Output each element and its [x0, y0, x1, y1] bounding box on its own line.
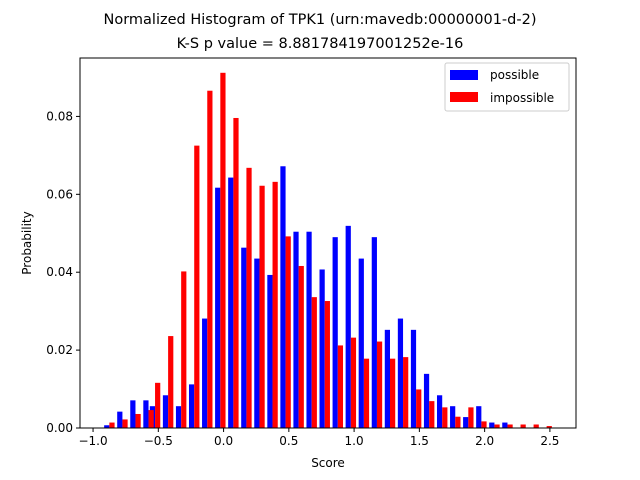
bar-possible-1: [117, 411, 123, 428]
bar-impossible-32: [520, 424, 526, 428]
bar-impossible-11: [246, 167, 252, 428]
bar-possible-13: [267, 274, 273, 428]
bar-impossible-10: [233, 117, 239, 428]
legend: possible impossible: [444, 62, 570, 112]
bar-possible-9: [215, 187, 221, 428]
bar-impossible-6: [181, 271, 187, 428]
bar-impossible-33: [533, 424, 539, 428]
bar-possible-5: [162, 395, 169, 428]
bar-possible-14: [280, 166, 286, 428]
bar-possible-12: [254, 258, 260, 428]
y-axis-ticks: 0.00 0.02 0.04 0.06 0.08: [46, 109, 80, 435]
bar-impossible-3: [148, 410, 154, 428]
legend-swatch-possible: [450, 70, 478, 80]
bar-impossible-24: [416, 389, 422, 428]
bar-impossible-4: [155, 382, 161, 428]
bar-possible-8: [202, 318, 208, 428]
y-tick-label: 0.00: [46, 421, 73, 435]
x-tick-label: −0.5: [144, 434, 173, 448]
bar-impossible-19: [350, 337, 357, 428]
legend-label-possible: possible: [490, 68, 539, 82]
bar-impossible-25: [429, 401, 435, 428]
bar-impossible-30: [494, 424, 500, 428]
y-tick-label: 0.06: [46, 187, 73, 201]
bars-group: [104, 72, 552, 429]
bar-possible-18: [332, 237, 338, 428]
bar-impossible-26: [442, 407, 448, 428]
x-tick-label: −1.0: [78, 434, 107, 448]
bar-impossible-31: [507, 424, 513, 428]
x-axis-ticks: −1.0 −0.5 0.0 0.5 1.0 1.5 2.0 2.5: [78, 428, 559, 448]
x-axis-label: Score: [311, 456, 345, 470]
bar-possible-25: [423, 373, 430, 428]
bar-impossible-17: [324, 301, 330, 428]
bar-possible-10: [228, 177, 234, 428]
bar-impossible-34: [546, 426, 552, 428]
bar-possible-24: [410, 329, 417, 428]
bar-impossible-28: [468, 407, 474, 428]
y-axis-label: Probability: [20, 211, 34, 274]
bar-possible-15: [293, 231, 299, 428]
bar-possible-11: [241, 247, 247, 428]
chart-subtitle: K-S p value = 8.881784197001252e-16: [177, 36, 464, 52]
bar-possible-26: [436, 395, 443, 428]
legend-swatch-impossible: [450, 92, 478, 102]
plot-frame: [79, 57, 577, 429]
bar-possible-2: [130, 400, 136, 428]
bar-impossible-5: [168, 336, 174, 428]
bar-impossible-21: [376, 341, 383, 428]
x-tick-label: 0.5: [279, 434, 298, 448]
bar-possible-29: [476, 406, 482, 428]
bar-impossible-13: [272, 181, 278, 428]
bar-possible-22: [384, 329, 390, 428]
bar-impossible-16: [311, 297, 317, 428]
bar-possible-20: [358, 258, 364, 428]
y-tick-label: 0.04: [46, 265, 73, 279]
bar-impossible-20: [363, 358, 370, 428]
bar-possible-28: [463, 417, 469, 428]
x-tick-label: 2.0: [475, 434, 494, 448]
x-tick-label: 0.0: [214, 434, 233, 448]
bar-possible-19: [345, 225, 351, 428]
bar-impossible-27: [455, 416, 461, 428]
legend-label-impossible: impossible: [490, 91, 554, 105]
bar-impossible-23: [403, 357, 409, 428]
bar-possible-27: [450, 406, 456, 428]
bar-impossible-18: [337, 345, 344, 428]
bar-possible-6: [175, 406, 182, 428]
bar-possible-23: [397, 318, 404, 428]
x-tick-label: 1.5: [410, 434, 429, 448]
bar-possible-17: [319, 269, 325, 428]
bar-possible-30: [489, 422, 495, 428]
bar-impossible-8: [207, 90, 213, 428]
y-tick-label: 0.08: [46, 109, 73, 123]
bar-impossible-12: [259, 185, 265, 428]
bar-possible-16: [306, 231, 312, 428]
bar-impossible-14: [285, 236, 291, 428]
bar-impossible-1: [122, 419, 128, 428]
bar-impossible-22: [390, 358, 396, 428]
x-tick-label: 1.0: [345, 434, 364, 448]
bar-possible-21: [371, 237, 377, 428]
x-tick-label: 2.5: [540, 434, 559, 448]
y-tick-label: 0.02: [46, 343, 73, 357]
bar-possible-31: [502, 422, 508, 428]
bar-possible-0: [104, 425, 110, 428]
bar-possible-7: [188, 384, 195, 428]
bar-impossible-9: [220, 72, 226, 429]
bar-possible-3: [143, 400, 149, 428]
bar-impossible-29: [481, 421, 487, 428]
chart-title: Normalized Histogram of TPK1 (urn:mavedb…: [104, 12, 537, 28]
bar-impossible-15: [298, 265, 304, 428]
bar-impossible-2: [135, 413, 141, 428]
bar-impossible-0: [109, 422, 115, 428]
bar-impossible-7: [194, 145, 200, 428]
